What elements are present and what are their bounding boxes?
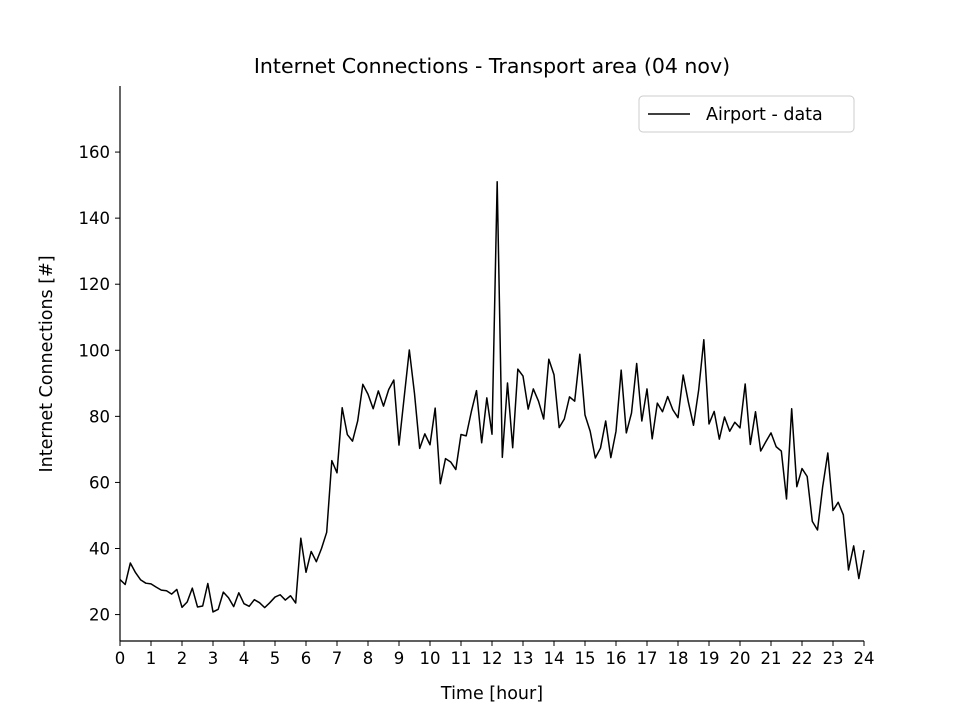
x-tick-label: 5 <box>270 649 281 668</box>
x-tick-label: 23 <box>823 649 844 668</box>
x-tick-label: 14 <box>544 649 565 668</box>
y-axis-label: Internet Connections [#] <box>37 255 57 472</box>
x-axis-label: Time [hour] <box>440 684 543 704</box>
x-tick-label: 1 <box>146 649 157 668</box>
x-ticks: 0 1 2 3 4 5 6 7 8 9 10 11 12 13 14 15 16 17 18 19 20 21 22 23 24 <box>115 641 875 668</box>
plot-area <box>119 181 865 613</box>
legend: Airport - data <box>638 95 855 133</box>
x-tick-label: 6 <box>301 649 312 668</box>
x-tick-label: 20 <box>730 649 751 668</box>
x-tick-label: 18 <box>668 649 689 668</box>
x-tick-label: 21 <box>761 649 782 668</box>
chart-title: Internet Connections - Transport area (0… <box>254 54 730 78</box>
y-tick-label: 80 <box>89 407 110 426</box>
y-tick-label: 20 <box>89 606 110 625</box>
x-tick-label: 7 <box>332 649 343 668</box>
x-tick-label: 3 <box>208 649 219 668</box>
x-tick-label: 17 <box>637 649 658 668</box>
legend-label: Airport - data <box>706 105 823 125</box>
y-tick-label: 140 <box>79 209 111 228</box>
x-tick-label: 15 <box>575 649 596 668</box>
x-tick-label: 8 <box>363 649 374 668</box>
x-tick-label: 13 <box>513 649 534 668</box>
legend-box <box>638 95 855 133</box>
y-tick-label: 60 <box>89 473 110 492</box>
x-tick-label: 12 <box>482 649 503 668</box>
x-tick-label: 10 <box>420 649 441 668</box>
x-tick-label: 11 <box>451 649 472 668</box>
y-ticks: 20 40 60 80 100 120 140 160 <box>79 143 120 625</box>
y-tick-label: 120 <box>79 275 111 294</box>
x-tick-label: 4 <box>239 649 250 668</box>
x-tick-label: 9 <box>394 649 405 668</box>
series-line-airport-data <box>119 181 865 613</box>
y-tick-label: 160 <box>79 143 111 162</box>
y-tick-label: 100 <box>79 341 111 360</box>
x-tick-label: 2 <box>177 649 188 668</box>
x-tick-label: 0 <box>115 649 126 668</box>
x-tick-label: 19 <box>699 649 720 668</box>
x-tick-label: 22 <box>792 649 813 668</box>
y-tick-label: 40 <box>89 540 110 559</box>
x-tick-label: 16 <box>606 649 627 668</box>
x-tick-label: 24 <box>854 649 875 668</box>
